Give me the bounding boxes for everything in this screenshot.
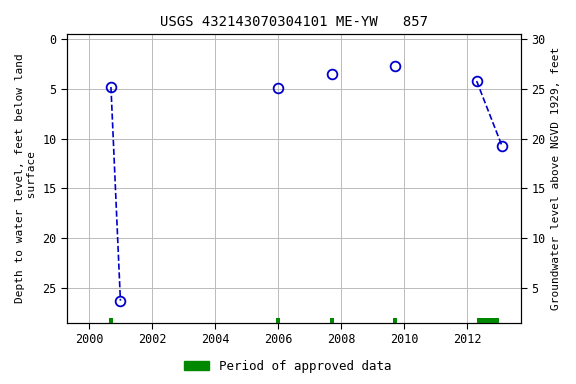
Bar [329,318,334,323]
Title: USGS 432143070304101 ME-YW   857: USGS 432143070304101 ME-YW 857 [160,15,428,29]
Bar [477,318,499,323]
Y-axis label: Groundwater level above NGVD 1929, feet: Groundwater level above NGVD 1929, feet [551,47,561,310]
Bar [393,318,396,323]
Y-axis label: Depth to water level, feet below land
 surface: Depth to water level, feet below land su… [15,53,37,303]
Bar [276,318,280,323]
Bar [109,318,113,323]
Legend: Period of approved data: Period of approved data [179,355,397,378]
